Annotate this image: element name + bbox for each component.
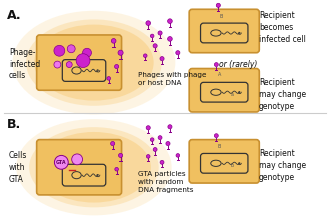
Text: or (rarely): or (rarely) (219, 60, 258, 69)
Ellipse shape (16, 119, 172, 215)
Circle shape (115, 65, 119, 69)
Circle shape (147, 155, 150, 158)
FancyBboxPatch shape (37, 35, 121, 90)
Text: a: a (231, 92, 234, 97)
Text: B.: B. (7, 118, 21, 131)
Circle shape (54, 155, 68, 169)
Circle shape (214, 134, 218, 138)
Text: Recipient
becomes
infected cell: Recipient becomes infected cell (259, 11, 306, 44)
Circle shape (176, 154, 180, 157)
Ellipse shape (34, 25, 154, 101)
Text: Cells
with
GTA: Cells with GTA (9, 152, 27, 184)
Circle shape (54, 45, 65, 56)
Text: A.: A. (7, 9, 22, 22)
Circle shape (214, 63, 218, 67)
Text: Recipient
may change
genotype: Recipient may change genotype (259, 78, 306, 111)
Circle shape (216, 3, 220, 7)
Circle shape (160, 57, 164, 61)
Ellipse shape (26, 19, 162, 106)
Circle shape (54, 61, 61, 68)
Ellipse shape (13, 11, 175, 115)
Circle shape (111, 141, 115, 146)
Circle shape (111, 39, 116, 43)
Text: Phages with phage
or host DNA: Phages with phage or host DNA (138, 72, 207, 87)
Circle shape (76, 54, 90, 67)
Circle shape (168, 125, 172, 129)
Circle shape (166, 141, 170, 146)
Circle shape (158, 136, 162, 140)
Text: GTA: GTA (56, 160, 67, 165)
Circle shape (72, 154, 82, 165)
Circle shape (82, 48, 91, 57)
Circle shape (107, 77, 111, 80)
Circle shape (144, 54, 147, 58)
Text: A: A (217, 72, 221, 78)
Circle shape (67, 45, 75, 53)
Circle shape (146, 126, 150, 130)
Circle shape (158, 31, 162, 35)
Text: b: b (231, 163, 234, 168)
FancyBboxPatch shape (189, 140, 259, 183)
Circle shape (168, 37, 172, 41)
Text: B: B (217, 144, 221, 148)
Circle shape (153, 44, 157, 48)
FancyBboxPatch shape (37, 140, 121, 195)
FancyBboxPatch shape (189, 69, 259, 112)
Circle shape (146, 21, 150, 25)
Circle shape (118, 153, 123, 157)
Text: GTA particles
with random
DNA fragments: GTA particles with random DNA fragments (138, 171, 194, 193)
Circle shape (176, 51, 180, 55)
Text: Recipient
may change
genotype: Recipient may change genotype (259, 150, 306, 182)
Circle shape (153, 148, 157, 151)
Circle shape (150, 138, 154, 141)
Circle shape (118, 50, 123, 55)
Ellipse shape (29, 127, 159, 207)
Text: Phage-
infected
cells: Phage- infected cells (9, 48, 40, 80)
Circle shape (160, 160, 164, 164)
Circle shape (115, 168, 118, 171)
Text: B: B (219, 14, 223, 19)
Circle shape (150, 34, 154, 38)
FancyBboxPatch shape (189, 9, 259, 53)
Circle shape (66, 62, 72, 67)
Circle shape (168, 19, 172, 23)
Ellipse shape (37, 132, 151, 203)
